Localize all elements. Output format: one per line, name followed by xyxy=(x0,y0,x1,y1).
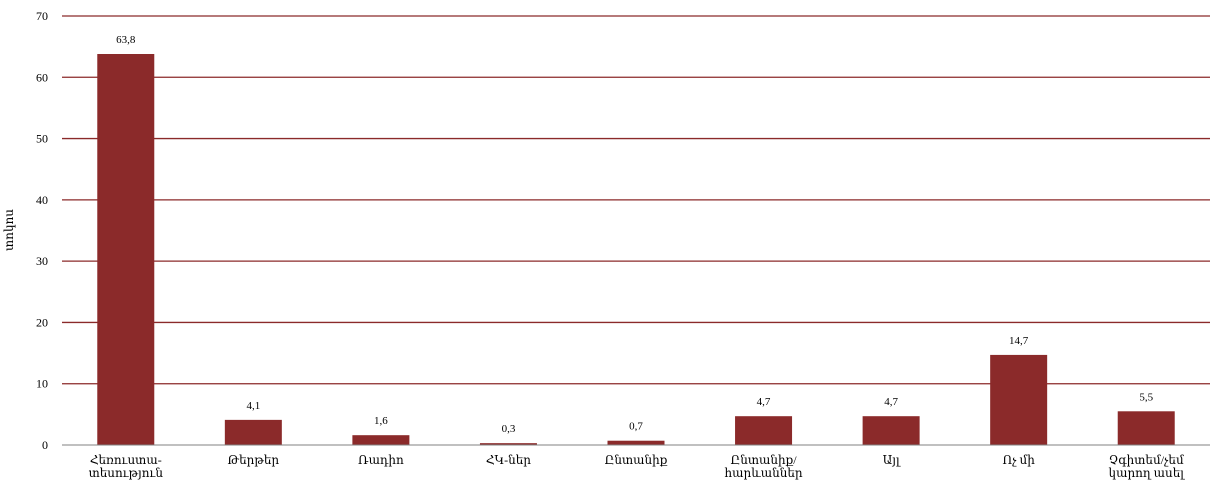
x-tick-label: Ռադիո xyxy=(358,453,404,467)
y-tick-label: 20 xyxy=(36,315,48,329)
y-tick-label: 40 xyxy=(36,193,48,207)
grid-lines xyxy=(62,15,1210,385)
data-label: 5,5 xyxy=(1139,391,1153,403)
bar xyxy=(990,354,1048,445)
bar xyxy=(352,435,410,445)
y-tick-label: 0 xyxy=(42,438,48,452)
data-label: 4,7 xyxy=(757,396,771,408)
x-axis-categories: Հեռուստա-տեսություն Թերթեր Ռադիո ՀԿ-ներ Ընտա… xyxy=(89,453,1186,480)
bar xyxy=(862,416,920,445)
data-label: 0,3 xyxy=(502,423,516,435)
bar xyxy=(1117,411,1175,445)
y-tick-label: 50 xyxy=(36,132,48,146)
x-tick-label: Ոչ մի xyxy=(1003,453,1036,467)
data-label: 63,8 xyxy=(116,34,136,46)
data-label: 14,7 xyxy=(1009,335,1029,347)
x-tick-label: ՀԿ-ներ xyxy=(486,453,531,467)
bar xyxy=(479,443,537,445)
y-axis-label: տոկոս xyxy=(2,209,16,251)
x-tick-label: Թերթեր xyxy=(228,453,280,467)
bar xyxy=(97,53,155,446)
data-label: 0,7 xyxy=(629,421,643,433)
x-tick-label: Ընտանիք xyxy=(605,453,668,467)
data-label: 4,1 xyxy=(246,400,260,412)
y-tick-label: 60 xyxy=(36,70,48,84)
y-tick-label: 10 xyxy=(36,377,48,391)
x-tick-label: Չգիտեմ/չեմ կարող ասել xyxy=(1109,453,1186,480)
y-tick-label: 30 xyxy=(36,254,48,268)
x-tick-label: Այլ xyxy=(883,453,901,467)
x-tick-label: Հեռուստա-տեսություն xyxy=(89,453,164,480)
data-label: 1,6 xyxy=(374,415,388,427)
y-axis-ticks: 0 10 20 30 40 50 60 70 xyxy=(36,9,48,452)
y-tick-label: 70 xyxy=(36,9,48,23)
x-tick-label: Ընտանիք/հարևաններ xyxy=(724,453,802,480)
data-labels: 63,8 4,1 1,6 0,3 0,7 4,7 4,7 14,7 5,5 xyxy=(116,34,1153,435)
bar xyxy=(735,416,793,445)
bar xyxy=(607,440,665,445)
bar xyxy=(224,419,282,445)
bars xyxy=(97,53,1175,446)
data-label: 4,7 xyxy=(884,396,898,408)
